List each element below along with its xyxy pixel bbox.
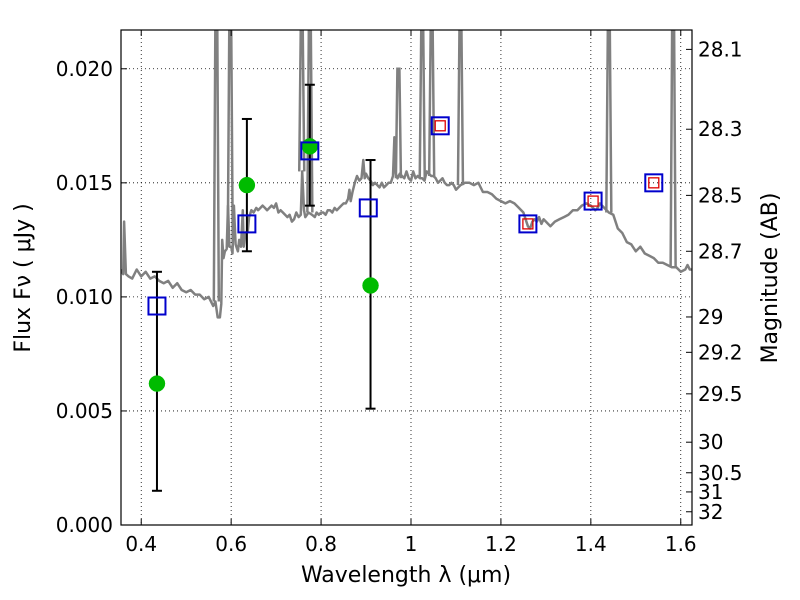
predicted-flux-square [434, 120, 446, 132]
predicted-flux-square [522, 218, 534, 230]
model-flux-square [147, 296, 167, 316]
emission-line-spike [394, 67, 403, 179]
x-axis-ticks: 0.4 0.6 0.8 1 1.2 1.4 1.6 [125, 30, 697, 556]
model-flux-square [300, 141, 320, 161]
observed-flux-point [301, 138, 319, 155]
square-layer [147, 116, 664, 316]
emission-line-spike [226, 30, 235, 247]
x-tick-label: 1 [405, 532, 418, 556]
x-tick-label: 0.8 [305, 532, 337, 556]
magnitude-tick-label: 28.7 [698, 239, 743, 263]
y-tick-label: 0.000 [56, 513, 113, 537]
x-tick-label: 1.2 [485, 532, 517, 556]
emission-line-spike [427, 30, 436, 177]
emission-line-spike [605, 30, 613, 213]
y-tick-label: 0.005 [56, 399, 113, 423]
grid-lines [121, 30, 692, 526]
observed-flux-point [362, 277, 379, 294]
model-flux-square [430, 116, 450, 136]
x-tick-label: 1.4 [575, 532, 607, 556]
model-flux-square [518, 214, 538, 234]
predicted-flux-square [648, 177, 660, 189]
magnitude-tick-label: 29 [698, 305, 723, 329]
spectrum-layer [121, 30, 692, 319]
model-flux-square [583, 191, 603, 211]
x-axis-label: Wavelength λ (μm) [301, 563, 511, 588]
plot-area [121, 30, 692, 525]
emission-line-spike [297, 30, 306, 172]
emission-line-spike [306, 30, 314, 213]
model-flux-square [644, 173, 664, 193]
magnitude-tick-label: 30 [698, 430, 723, 454]
emission-line-spike [418, 30, 426, 179]
right-axis-label: Magnitude (AB) [758, 193, 783, 364]
magnitude-tick-label: 29.2 [698, 340, 743, 364]
magnitude-tick-label: 28.3 [698, 117, 743, 141]
y-axis-ticks: 0.000 0.005 0.010 0.015 0.020 [56, 57, 127, 537]
magnitude-tick-label: 30.5 [698, 461, 743, 485]
predicted-flux-square [587, 195, 599, 207]
y-axis-label: Flux Fν ( μJy ) [11, 203, 36, 352]
x-tick-label: 0.4 [125, 532, 157, 556]
model-flux-square [237, 214, 257, 234]
magnitude-tick-label: 28.1 [698, 37, 743, 61]
x-tick-label: 1.6 [665, 532, 697, 556]
emission-line-spike [212, 30, 221, 302]
model-spectrum-line [121, 135, 692, 319]
emission-line-spike [669, 30, 677, 268]
y-tick-label: 0.010 [56, 285, 113, 309]
y-tick-label: 0.015 [56, 171, 113, 195]
y-tick-label: 0.020 [56, 57, 113, 81]
emission-line-spike [456, 30, 465, 186]
model-flux-square [358, 198, 378, 218]
magnitude-tick-label: 32 [698, 500, 723, 524]
magnitude-tick-label: 29.5 [698, 382, 743, 406]
x-tick-label: 0.6 [215, 532, 247, 556]
observed-flux-point [148, 375, 166, 392]
plot-frame [120, 29, 693, 526]
observed-flux-point [238, 176, 256, 194]
magnitude-tick-label: 31 [698, 480, 723, 504]
magnitude-tick-label: 28.5 [698, 183, 743, 207]
